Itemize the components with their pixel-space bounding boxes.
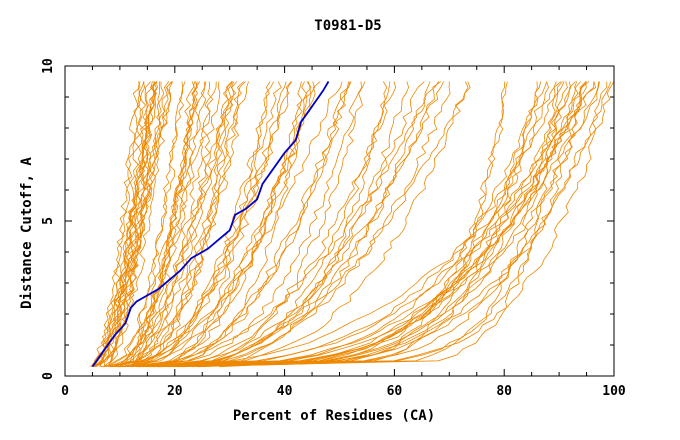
model-curve-17 xyxy=(99,81,170,367)
model-curve-87 xyxy=(198,81,600,368)
model-curve-88 xyxy=(191,81,568,368)
x-tick-label-80: 80 xyxy=(496,384,512,399)
model-curve-13 xyxy=(116,81,184,368)
model-curve-66 xyxy=(159,81,469,368)
model-curve-4 xyxy=(100,81,141,367)
model-curve-42 xyxy=(139,81,271,368)
model-curve-85 xyxy=(135,81,595,368)
model-curve-25 xyxy=(118,81,207,368)
model-curve-5 xyxy=(94,81,157,367)
model-curve-40 xyxy=(103,81,249,368)
model-curve-10 xyxy=(94,81,162,368)
model-curve-15 xyxy=(94,81,174,367)
model-curve-23 xyxy=(119,81,198,368)
model-curve-69 xyxy=(180,81,587,368)
model-curve-64 xyxy=(158,81,388,368)
x-axis-label: Percent of Residues (CA) xyxy=(233,408,435,424)
model-curve-73 xyxy=(118,81,608,368)
model-curve-45 xyxy=(142,81,312,368)
y-axis-label: Distance Cutoff, A xyxy=(19,157,35,309)
model-curve-6 xyxy=(96,81,158,367)
model-curve-79 xyxy=(158,81,588,368)
model-curve-9 xyxy=(95,81,151,368)
x-tick-label-40: 40 xyxy=(277,384,293,399)
model-curve-29 xyxy=(127,81,233,368)
model-curve-63 xyxy=(139,81,441,368)
axes: 0 20 40 60 80 100 0 5 10 xyxy=(41,58,626,399)
model-curve-90 xyxy=(139,81,587,368)
model-curve-72 xyxy=(156,81,508,368)
model-curve-12 xyxy=(108,81,157,367)
highlight-curve xyxy=(91,81,330,368)
model-curve-61 xyxy=(146,81,444,368)
y-tick-label-10: 10 xyxy=(41,58,56,74)
model-curve-14 xyxy=(106,81,186,368)
model-curve-48 xyxy=(122,81,307,368)
model-curve-92 xyxy=(149,81,572,368)
x-tick-label-100: 100 xyxy=(602,384,626,399)
model-curve-18 xyxy=(95,81,165,368)
model-curve-89 xyxy=(219,81,579,368)
model-curve-70 xyxy=(118,81,548,368)
x-tick-label-20: 20 xyxy=(167,384,183,399)
model-curve-43 xyxy=(135,81,287,368)
model-curve-91 xyxy=(196,81,562,368)
model-curve-51 xyxy=(145,81,311,368)
model-curve-93 xyxy=(174,81,576,368)
model-curve-59 xyxy=(146,81,451,368)
model-curve-36 xyxy=(107,81,238,368)
model-curve-75 xyxy=(110,81,581,368)
model-curve-83 xyxy=(116,81,565,368)
model-curve-28 xyxy=(126,81,207,368)
model-curve-55 xyxy=(147,81,350,368)
y-tick-label-5: 5 xyxy=(41,217,56,225)
model-curve-21 xyxy=(113,81,214,368)
model-curve-84 xyxy=(177,81,506,368)
y-tick-label-0: 0 xyxy=(41,372,56,380)
highlight-curve-layer xyxy=(91,81,330,368)
model-curve-30 xyxy=(124,81,198,367)
model-curve-31 xyxy=(109,81,198,368)
model-curve-80 xyxy=(137,81,549,368)
x-tick-label-0: 0 xyxy=(61,384,69,399)
x-tick-label-60: 60 xyxy=(387,384,403,399)
model-curve-62 xyxy=(176,81,471,368)
model-curve-16 xyxy=(93,81,173,368)
model-curve-50 xyxy=(154,81,366,368)
chart-title: T0981-D5 xyxy=(314,18,381,34)
model-curves xyxy=(90,81,614,368)
model-curve-49 xyxy=(124,81,343,368)
model-curve-22 xyxy=(133,81,233,368)
model-curve-44 xyxy=(131,81,363,368)
model-curve-53 xyxy=(138,81,352,368)
model-curve-8 xyxy=(92,81,145,368)
model-curve-41 xyxy=(122,81,237,368)
model-curve-78 xyxy=(167,81,612,368)
model-curve-0 xyxy=(90,81,141,367)
model-curve-26 xyxy=(123,81,195,368)
model-curve-82 xyxy=(152,81,600,368)
model-curve-60 xyxy=(124,81,439,368)
model-curve-65 xyxy=(149,81,397,368)
model-curve-38 xyxy=(103,81,292,368)
model-curve-67 xyxy=(171,81,425,368)
